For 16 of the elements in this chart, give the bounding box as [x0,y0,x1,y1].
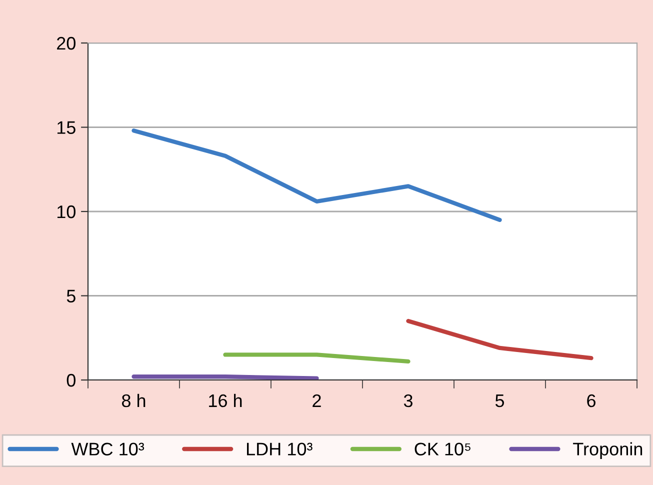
y-tick-label: 10 [57,205,76,218]
legend-label: Troponin [573,442,642,460]
legend-label: WBC 10³ [71,442,144,456]
y-tick-label: 0 [66,374,76,387]
x-tick-label: 16 h [209,394,242,408]
y-tick-label: 15 [57,121,76,134]
line-series [132,128,502,222]
legend-label: LDH 10³ [247,442,312,456]
y-tick-label: 20 [57,36,76,50]
x-tick-label: 5 [495,394,504,408]
legend-label: CK 10⁵ [414,442,470,456]
x-tick-label: 6 [587,394,596,408]
x-tick-label: 8 h [122,394,146,408]
x-tick-label: 2 [312,394,321,407]
x-tick-label: 3 [404,394,412,408]
y-tick-label: 5 [66,290,76,302]
